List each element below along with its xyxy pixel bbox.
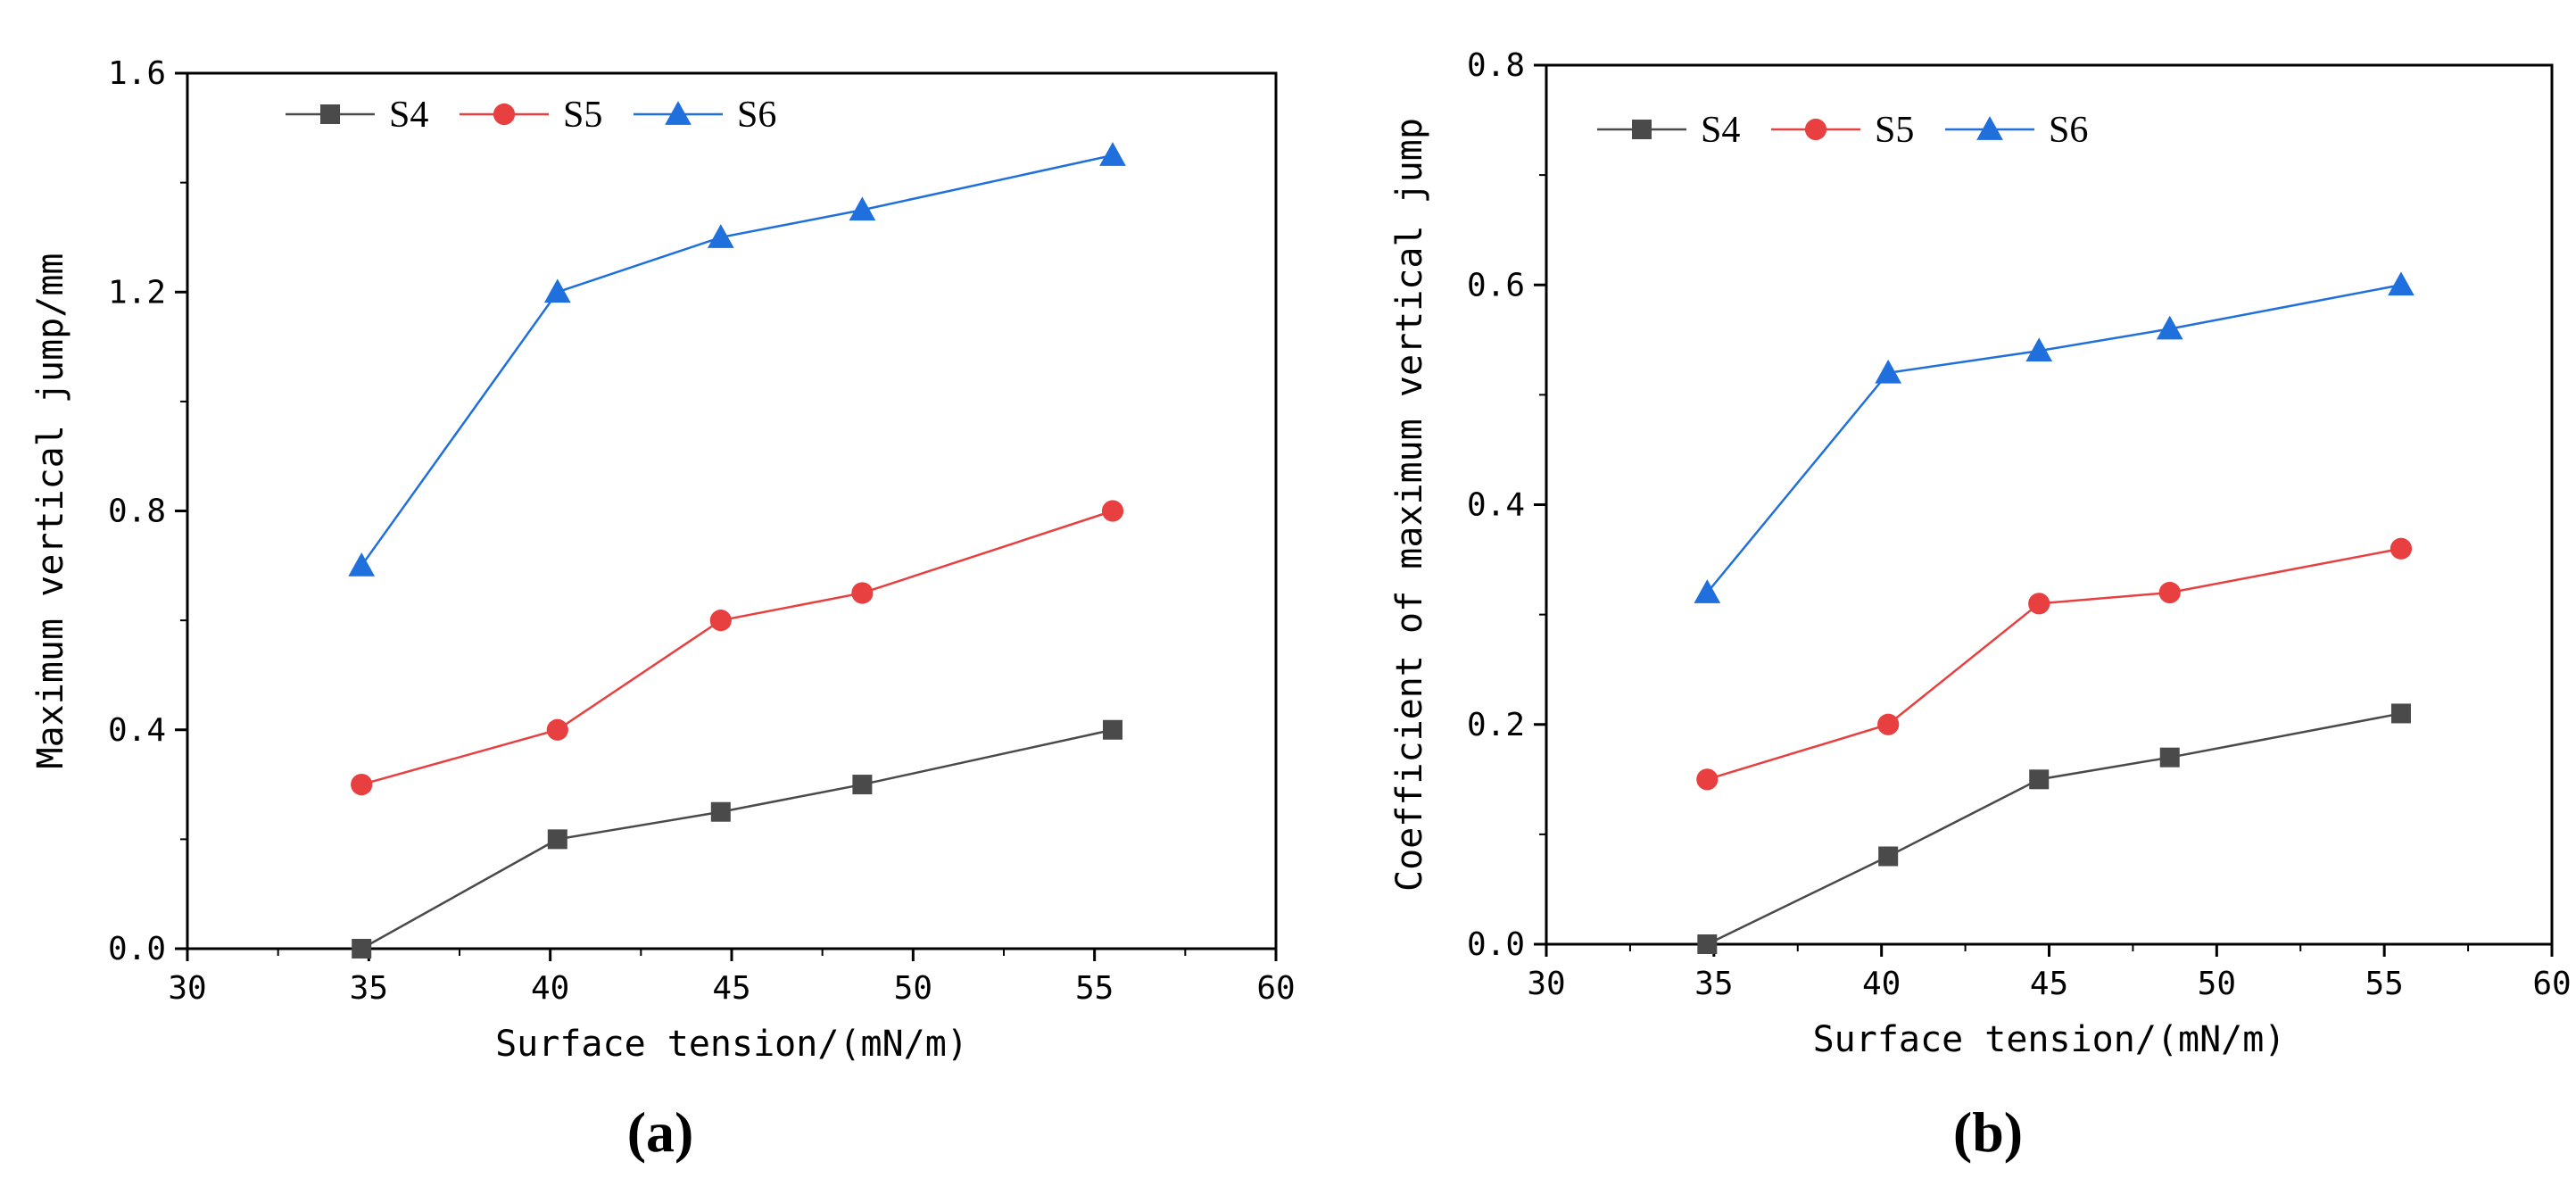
panel-label: (a) — [627, 1100, 694, 1164]
x-tick-label: 55 — [1075, 970, 1114, 1007]
chart-panel-a: 30 35 40 45 50 55 60 0.0 0.4 0.8 1.2 1.6 Surface ten… — [30, 55, 1296, 1164]
series-line-s6 — [360, 154, 1114, 567]
x-tick-label: 45 — [2030, 966, 2068, 1002]
data-point-s5 — [1101, 500, 1124, 522]
data-point-s4 — [852, 775, 873, 795]
y-tick-label: 0.4 — [1467, 487, 1525, 524]
data-point-s4 — [2029, 769, 2050, 790]
x-axis-label: Surface tension/(mN/m) — [1813, 1019, 2286, 1060]
legend: S4 S5 S6 — [1597, 110, 2088, 151]
x-tick-label: 35 — [1694, 966, 1733, 1002]
x-tick-label: 40 — [531, 970, 569, 1007]
data-point-s4 — [710, 801, 731, 822]
y-tick-label: 0.0 — [108, 931, 166, 967]
legend-marker-s5 — [1804, 118, 1827, 141]
data-point-s6 — [348, 552, 376, 577]
x-tick-label: 35 — [350, 970, 388, 1007]
legend: S4 S5 S6 — [286, 95, 776, 136]
x-tick-label: 60 — [2532, 966, 2571, 1002]
x-tick-label: 30 — [168, 970, 206, 1007]
legend-label-s5: S5 — [563, 95, 602, 136]
y-tick-label: 1.6 — [108, 55, 166, 92]
data-point-s5 — [2158, 581, 2181, 604]
x-tick-label: 40 — [1862, 966, 1901, 1002]
data-point-s4 — [1878, 846, 1899, 867]
x-tick-label: 45 — [712, 970, 750, 1007]
x-tick-label: 60 — [1256, 970, 1295, 1007]
data-point-s5 — [1696, 768, 1719, 791]
y-tick-label: 0.8 — [1467, 47, 1525, 84]
y-tick-label: 0.8 — [108, 494, 166, 530]
y-tick-label: 1.2 — [108, 274, 166, 311]
data-point-s4 — [547, 829, 567, 850]
data-point-s6 — [1694, 579, 1721, 603]
legend-marker-s6 — [1976, 116, 2003, 140]
legend-label-s6: S6 — [2049, 110, 2088, 151]
data-point-s5 — [709, 610, 732, 632]
data-point-s6 — [2025, 337, 2053, 362]
legend-label-s4: S4 — [389, 95, 428, 136]
data-point-s6 — [1099, 142, 1126, 166]
data-point-s5 — [851, 582, 874, 604]
legend-marker-s6 — [665, 101, 692, 125]
legend-label-s6: S6 — [737, 95, 776, 136]
data-point-s6 — [543, 278, 571, 303]
data-point-s4 — [2159, 747, 2180, 768]
series-line-s5 — [1706, 547, 2402, 781]
x-tick-label: 50 — [2198, 966, 2236, 1002]
series-line-s4 — [360, 728, 1114, 950]
y-axis-label: Coefficient of maximum vertical jump — [1389, 118, 1430, 892]
legend-marker-s4 — [1632, 120, 1652, 139]
y-axis-label: Maximum vertical jump/mm — [30, 253, 71, 769]
series-line-s6 — [1706, 284, 2402, 593]
data-point-s6 — [2388, 271, 2414, 296]
x-axis-label: Surface tension/(mN/m) — [495, 1024, 968, 1065]
chart-panel-b: 30 35 40 45 50 55 60 0.0 0.2 0.4 0.6 0.8 Surface ten… — [1389, 47, 2572, 1164]
y-tick-label: 0.0 — [1467, 926, 1525, 963]
data-point-s6 — [849, 196, 876, 221]
panel-label: (b) — [1953, 1100, 2023, 1164]
plot-frame — [1545, 63, 2554, 946]
data-point-s4 — [2390, 703, 2411, 724]
data-point-s5 — [351, 773, 373, 796]
x-tick-label: 50 — [894, 970, 932, 1007]
data-point-s5 — [1877, 713, 1900, 735]
data-point-s5 — [2028, 593, 2050, 615]
legend-label-s4: S4 — [1701, 110, 1740, 151]
data-point-s4 — [1697, 934, 1718, 954]
data-point-s4 — [352, 939, 372, 958]
y-tick-label: 0.2 — [1467, 707, 1525, 743]
data-point-s5 — [546, 718, 568, 741]
legend-marker-s4 — [320, 104, 340, 124]
legend-marker-s5 — [493, 103, 516, 126]
data-point-s6 — [2156, 315, 2183, 340]
x-tick-label: 30 — [1527, 966, 1565, 1002]
y-tick-label: 0.4 — [108, 712, 166, 749]
legend-label-s5: S5 — [1875, 110, 1914, 151]
x-tick-label: 55 — [2365, 966, 2403, 1002]
data-point-s6 — [707, 224, 734, 248]
data-point-s4 — [1103, 719, 1122, 740]
data-point-s5 — [2390, 537, 2413, 560]
y-tick-label: 0.6 — [1467, 267, 1525, 303]
data-point-s6 — [1875, 359, 1902, 384]
series-line-s5 — [360, 510, 1114, 786]
